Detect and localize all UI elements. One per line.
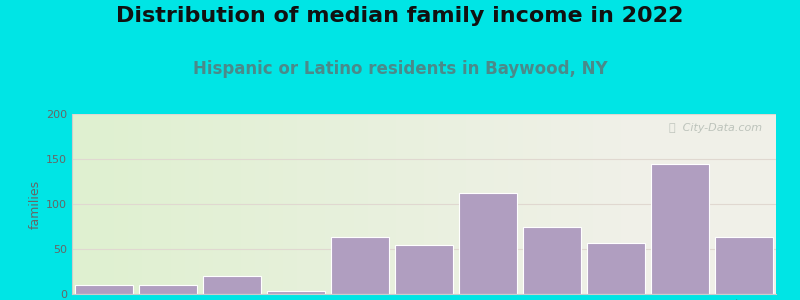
Bar <box>650 114 663 294</box>
Bar <box>635 114 650 294</box>
Bar <box>142 114 157 294</box>
Bar <box>114 114 128 294</box>
Bar <box>509 114 522 294</box>
Bar <box>368 114 382 294</box>
Y-axis label: families: families <box>29 179 42 229</box>
Bar <box>714 237 774 294</box>
Bar <box>466 114 480 294</box>
Bar <box>394 244 454 294</box>
Bar <box>241 114 255 294</box>
Bar <box>480 114 494 294</box>
Bar <box>185 114 198 294</box>
Bar <box>86 114 100 294</box>
Bar <box>537 114 550 294</box>
Bar <box>424 114 438 294</box>
Bar <box>138 285 198 294</box>
Bar <box>72 114 86 294</box>
Bar <box>762 114 776 294</box>
Bar <box>354 114 368 294</box>
Bar <box>396 114 410 294</box>
Bar <box>269 114 283 294</box>
Bar <box>586 243 646 294</box>
Bar <box>621 114 635 294</box>
Bar <box>734 114 748 294</box>
Bar <box>330 237 390 294</box>
Bar <box>452 114 466 294</box>
Bar <box>607 114 621 294</box>
Bar <box>720 114 734 294</box>
Text: Hispanic or Latino residents in Baywood, NY: Hispanic or Latino residents in Baywood,… <box>193 60 607 78</box>
Bar <box>283 114 298 294</box>
Bar <box>382 114 396 294</box>
Bar <box>748 114 762 294</box>
Bar <box>213 114 227 294</box>
Bar <box>522 114 537 294</box>
Bar <box>298 114 311 294</box>
Bar <box>691 114 706 294</box>
Bar <box>550 114 565 294</box>
Bar <box>650 164 710 294</box>
Bar <box>100 114 114 294</box>
Bar <box>339 114 354 294</box>
Bar <box>410 114 424 294</box>
Bar <box>593 114 607 294</box>
Bar <box>579 114 593 294</box>
Bar <box>202 276 262 294</box>
Bar <box>458 193 518 294</box>
Bar <box>326 114 339 294</box>
Bar <box>663 114 678 294</box>
Bar <box>678 114 691 294</box>
Bar <box>565 114 579 294</box>
Bar <box>266 291 326 294</box>
Bar <box>198 114 213 294</box>
Text: Distribution of median family income in 2022: Distribution of median family income in … <box>116 6 684 26</box>
Bar <box>255 114 269 294</box>
Bar <box>522 226 582 294</box>
Bar <box>157 114 170 294</box>
Bar <box>74 285 134 294</box>
Text: ⓘ  City-Data.com: ⓘ City-Data.com <box>669 123 762 133</box>
Bar <box>170 114 185 294</box>
Bar <box>227 114 241 294</box>
Bar <box>494 114 509 294</box>
Bar <box>128 114 142 294</box>
Bar <box>438 114 452 294</box>
Bar <box>706 114 720 294</box>
Bar <box>311 114 326 294</box>
